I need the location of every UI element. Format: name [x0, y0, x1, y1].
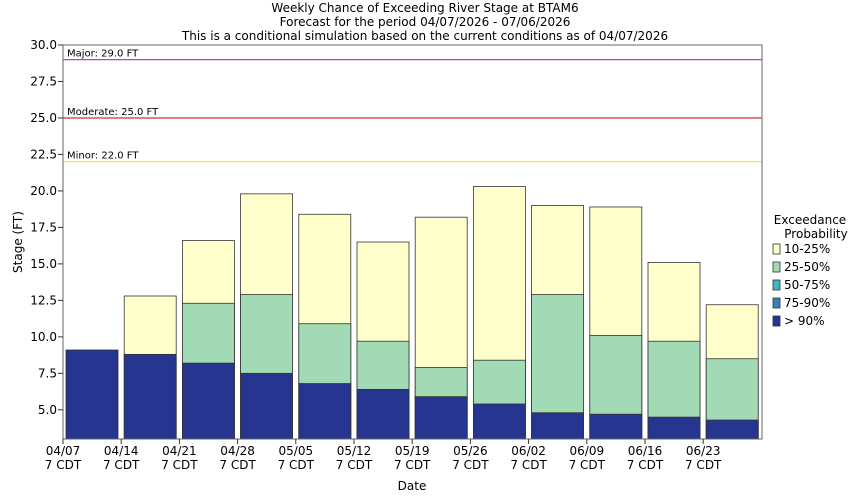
- x-tick-time-7: 7 CDT: [452, 458, 489, 472]
- bar-06-23-band-0: [705, 419, 759, 440]
- x-tick-time-4: 7 CDT: [278, 458, 315, 472]
- x-tick-date-0: 04/07: [46, 444, 81, 458]
- title-line-1: Weekly Chance of Exceeding River Stage a…: [271, 1, 578, 15]
- y-axis-label: Stage (FT): [11, 211, 25, 273]
- x-tick-time-1: 7 CDT: [103, 458, 140, 472]
- y-tick-label-0: 5.0: [38, 403, 57, 417]
- title-line-2: Forecast for the period 04/07/2026 - 07/…: [280, 15, 571, 29]
- x-tick-time-11: 7 CDT: [685, 458, 722, 472]
- title-line-3: This is a conditional simulation based o…: [181, 29, 668, 43]
- bar-04-07-band-0: [65, 349, 119, 440]
- legend-swatch-1: [772, 261, 781, 273]
- y-tick-label-7: 22.5: [30, 147, 57, 161]
- y-tick-label-3: 12.5: [30, 293, 57, 307]
- bar-04-28-band-0: [240, 372, 294, 440]
- threshold-label-0: Major: 29.0 FT: [67, 49, 139, 60]
- legend-label-2: 50-75%: [784, 278, 830, 292]
- legend-label-1: 25-50%: [784, 260, 830, 274]
- bar-04-21-band-0: [181, 362, 235, 440]
- x-tick-date-1: 04/14: [104, 444, 139, 458]
- bar-05-26-band-0: [472, 403, 526, 440]
- x-tick-date-6: 05/19: [395, 444, 430, 458]
- x-tick-time-5: 7 CDT: [336, 458, 373, 472]
- y-tick-label-10: 30.0: [30, 38, 57, 52]
- x-tick-time-2: 7 CDT: [161, 458, 198, 472]
- bar-05-05-band-0: [298, 383, 352, 440]
- x-tick-date-4: 05/05: [279, 444, 314, 458]
- y-tick-label-8: 25.0: [30, 111, 57, 125]
- x-tick-date-9: 06/09: [570, 444, 605, 458]
- x-tick-date-11: 06/23: [686, 444, 721, 458]
- threshold-lines: Major: 29.0 FT Moderate: 25.0 FT Minor: 22…: [63, 49, 762, 163]
- x-tick-date-5: 05/12: [337, 444, 372, 458]
- x-tick-date-10: 06/16: [628, 444, 663, 458]
- x-tick-date-8: 06/02: [511, 444, 546, 458]
- legend-title-line-2: Probability: [784, 227, 847, 241]
- legend-label-4: > 90%: [784, 314, 825, 328]
- x-tick-time-8: 7 CDT: [510, 458, 547, 472]
- x-tick-time-10: 7 CDT: [627, 458, 664, 472]
- threshold-label-1: Moderate: 25.0 FT: [67, 107, 159, 118]
- legend-swatch-2: [772, 279, 781, 291]
- bar-06-02-band-0: [531, 412, 584, 440]
- threshold-label-2: Minor: 22.0 FT: [67, 151, 139, 162]
- y-tick-label-9: 27.5: [30, 74, 57, 88]
- x-tick-time-0: 7 CDT: [45, 458, 82, 472]
- x-tick-time-3: 7 CDT: [219, 458, 256, 472]
- x-axis-label: Date: [398, 479, 427, 493]
- legend: Exceedance Probability 10-25% 25-50% 50-75…: [772, 213, 848, 328]
- bar-04-14-band-0: [123, 353, 177, 440]
- legend-swatch-0: [772, 243, 781, 255]
- legend-label-3: 75-90%: [784, 296, 830, 310]
- chart-title: Weekly Chance of Exceeding River Stage a…: [181, 1, 668, 43]
- y-tick-label-6: 20.0: [30, 184, 57, 198]
- legend-label-0: 10-25%: [784, 242, 830, 256]
- bar-06-09-band-0: [589, 413, 643, 440]
- y-tick-label-5: 17.5: [30, 220, 57, 234]
- x-tick-time-9: 7 CDT: [569, 458, 606, 472]
- x-tick-date-2: 04/21: [162, 444, 197, 458]
- legend-swatch-4: [772, 315, 781, 327]
- legend-swatch-3: [772, 297, 781, 309]
- bar-06-16-band-0: [647, 416, 701, 440]
- y-tick-label-4: 15.0: [30, 257, 57, 271]
- y-tick-label-2: 10.0: [30, 330, 57, 344]
- x-tick-date-3: 04/28: [220, 444, 255, 458]
- y-axis: 5.0 7.5 10.0 12.5 15.0 17.5 20.0 22.5 25.0 27.5 30…: [30, 38, 63, 417]
- bar-05-12-band-0: [356, 388, 410, 440]
- x-tick-time-6: 7 CDT: [394, 458, 431, 472]
- plot-area: [63, 45, 762, 439]
- bar-05-19-band-0: [414, 396, 468, 440]
- x-tick-date-7: 05/26: [453, 444, 488, 458]
- bars: [65, 186, 759, 440]
- y-tick-label-1: 7.5: [38, 366, 57, 380]
- legend-title-line-1: Exceedance: [774, 213, 846, 227]
